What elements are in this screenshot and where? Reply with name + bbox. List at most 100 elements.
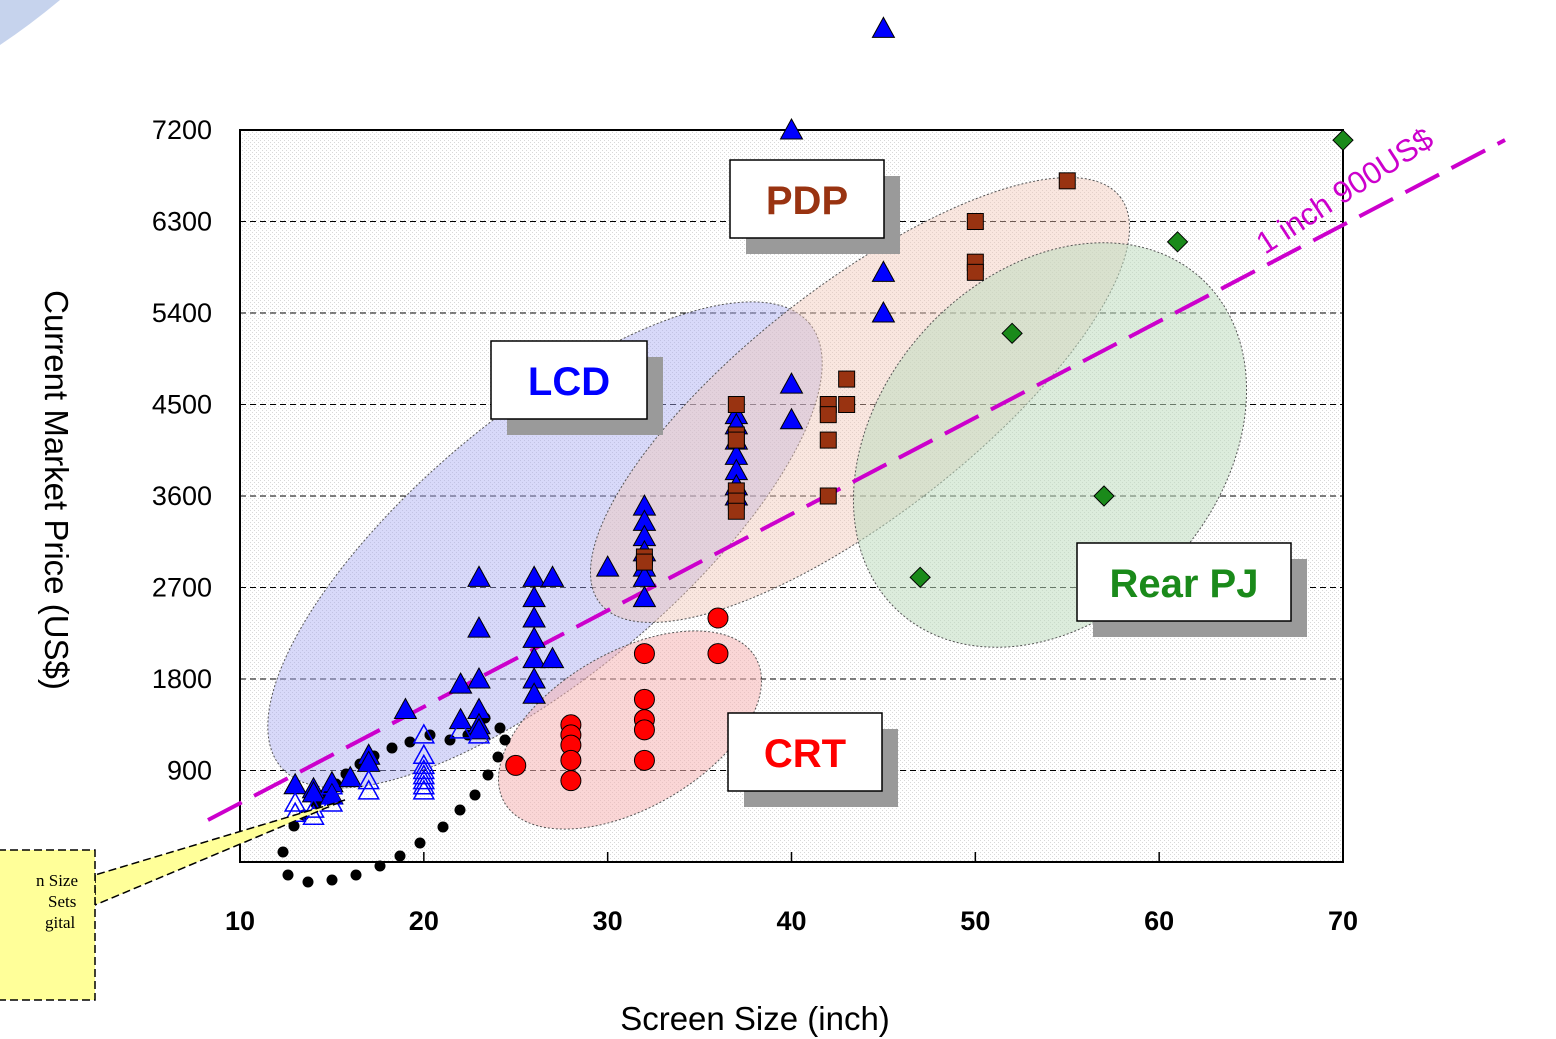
- label-crt: CRT: [727, 712, 898, 807]
- point-pdp: [838, 370, 856, 388]
- point-crt: [505, 754, 527, 776]
- point-rear-pj: [909, 566, 931, 589]
- point-lcd-digital: [412, 769, 436, 790]
- point-crt: [560, 749, 582, 771]
- x-tick-label: 50: [960, 906, 990, 936]
- point-lcd-digital: [412, 758, 436, 780]
- point-lcd: [871, 300, 896, 323]
- point-lcd-digital: [412, 753, 436, 775]
- point-crt: [633, 643, 655, 665]
- x-tick-label: 10: [225, 906, 255, 936]
- curve-dot: [374, 860, 386, 872]
- point-lcd-digital: [412, 723, 436, 744]
- label-crt-text: CRT: [764, 732, 846, 776]
- y-axis: 900 1800 2700 3600 4500 5400 6300 7200: [152, 115, 212, 786]
- curve-dot: [414, 837, 426, 849]
- x-tick-label: 40: [776, 906, 806, 936]
- y-axis-label: Current Market Price (US$): [38, 290, 75, 690]
- y-tick-label: 5400: [152, 298, 212, 328]
- point-pdp: [727, 502, 745, 520]
- point-crt: [707, 607, 729, 629]
- point-pdp: [635, 553, 653, 571]
- point-lcd: [301, 780, 326, 803]
- point-lcd-digital: [412, 743, 436, 764]
- x-tick-label: 70: [1328, 906, 1358, 936]
- y-tick-label: 2700: [152, 573, 212, 603]
- point-lcd: [467, 616, 491, 638]
- point-pdp: [966, 213, 984, 230]
- point-lcd: [448, 672, 473, 694]
- point-crt: [633, 719, 655, 741]
- y-tick-label: 3600: [152, 481, 212, 511]
- curve-dot: [499, 734, 511, 746]
- x-axis: 10 20 30 40 50 60 70: [225, 852, 1358, 936]
- x-tick-label: 30: [593, 906, 623, 936]
- y-tick-label: 900: [167, 756, 212, 786]
- point-lcd: [871, 260, 896, 282]
- point-pdp: [819, 487, 837, 505]
- point-pdp: [819, 406, 837, 424]
- point-pdp: [727, 431, 745, 449]
- point-lcd-digital: [412, 774, 436, 795]
- point-lcd: [595, 555, 620, 577]
- curve-dot: [482, 769, 494, 781]
- y-tick-label: 7200: [152, 115, 212, 145]
- curve-dot: [350, 869, 362, 881]
- point-lcd-digital: [412, 764, 436, 785]
- label-lcd: LCD: [490, 340, 663, 435]
- x-tick-label: 20: [409, 906, 439, 936]
- point-rear-pj: [1332, 129, 1354, 151]
- y-tick-label: 6300: [152, 207, 212, 237]
- reference-line: [207, 138, 1506, 822]
- corner-decoration: [0, 0, 60, 45]
- point-crt: [633, 749, 655, 771]
- point-lcd-digital: [320, 774, 344, 795]
- point-rear-pj: [1001, 322, 1023, 345]
- point-lcd: [779, 372, 804, 394]
- point-lcd: [338, 765, 363, 788]
- label-lcd-text: LCD: [528, 360, 610, 404]
- x-axis-label: Screen Size (inch): [620, 1000, 890, 1037]
- curve-dot: [494, 722, 506, 734]
- point-lcd-digital: [357, 769, 380, 790]
- point-lcd: [632, 585, 657, 608]
- point-lcd: [393, 697, 418, 719]
- point-lcd-digital: [412, 779, 436, 800]
- point-rear-pj: [1093, 485, 1115, 507]
- point-rear-pj: [1166, 231, 1189, 253]
- curve-dot: [302, 876, 314, 888]
- curve-dot: [469, 789, 481, 801]
- point-lcd-digital: [449, 718, 472, 739]
- point-lcd: [540, 565, 565, 587]
- curve-dot: [394, 850, 406, 862]
- curve-dot: [277, 846, 289, 858]
- point-lcd-digital: [357, 779, 380, 800]
- callout-line-3: gital: [45, 913, 75, 932]
- point-lcd-digital: [283, 791, 307, 812]
- point-lcd-digital: [320, 791, 344, 812]
- curve-dot: [492, 751, 504, 763]
- point-crt: [707, 643, 729, 665]
- curve-dot: [404, 736, 416, 748]
- point-crt: [633, 688, 655, 710]
- point-lcd: [467, 565, 491, 587]
- label-rearpj-text: Rear PJ: [1110, 562, 1259, 606]
- callout-line-1: n Size: [36, 871, 78, 890]
- point-pdp: [966, 263, 984, 281]
- label-pdp-text: PDP: [766, 179, 848, 223]
- curve-dot: [282, 869, 294, 881]
- curve-dot: [454, 804, 466, 816]
- curve-dot: [326, 874, 338, 886]
- y-tick-label: 1800: [152, 664, 212, 694]
- point-pdp: [838, 396, 856, 413]
- curve-dot: [386, 742, 398, 754]
- point-lcd: [522, 682, 546, 704]
- point-lcd: [779, 407, 804, 430]
- point-lcd: [467, 666, 491, 689]
- callout-line-2: Sets: [48, 892, 76, 911]
- callout-note: n Size Sets gital: [0, 799, 346, 1001]
- label-pdp: PDP: [729, 159, 900, 254]
- point-pdp: [1058, 172, 1076, 190]
- point-lcd: [779, 117, 804, 140]
